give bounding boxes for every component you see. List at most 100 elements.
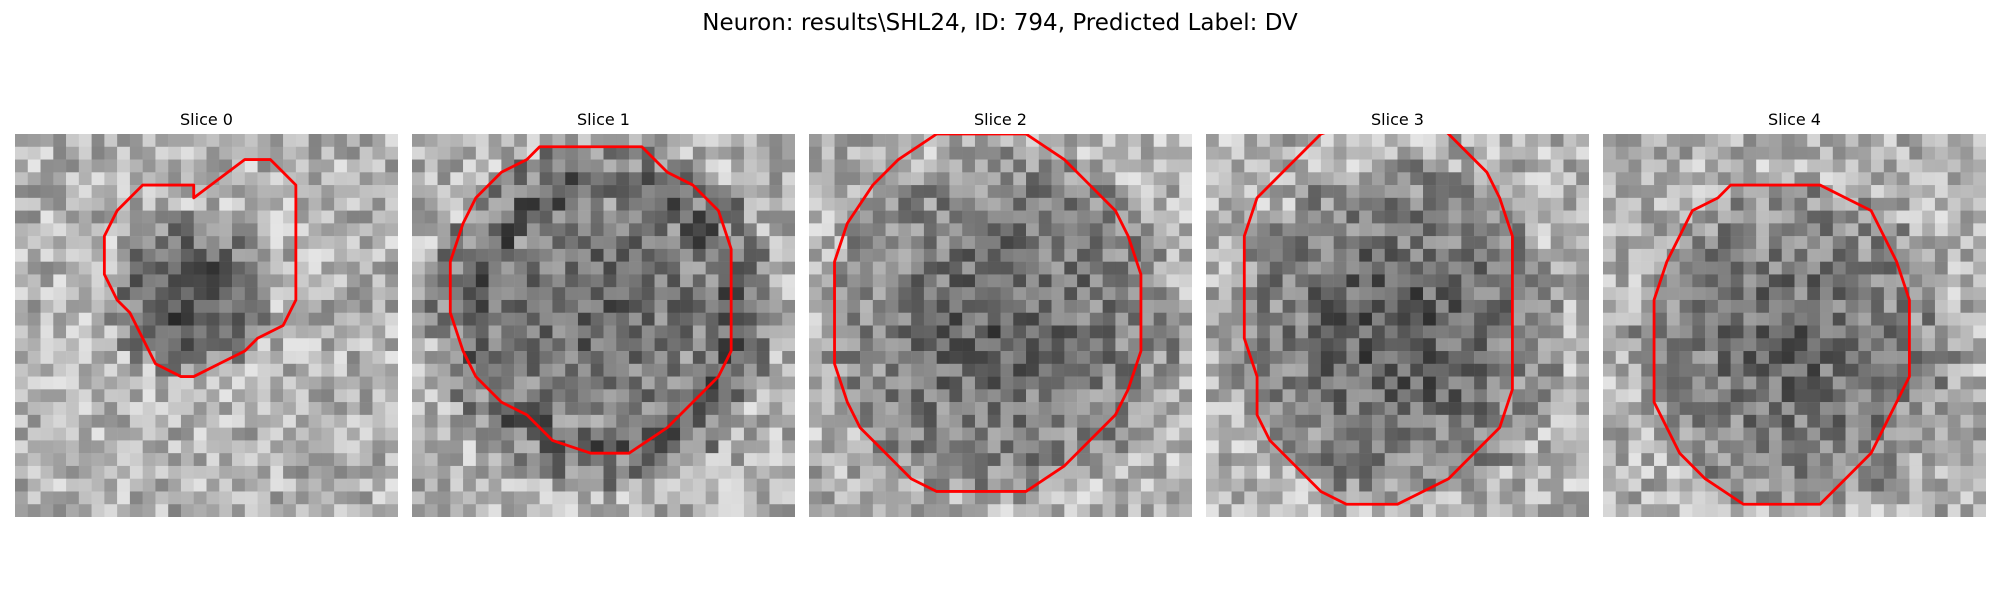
image-pixel: [1218, 402, 1232, 416]
image-pixel: [1717, 134, 1731, 148]
image-pixel: [501, 453, 515, 467]
image-pixel: [346, 197, 360, 211]
image-pixel: [1038, 402, 1052, 416]
image-pixel: [463, 453, 477, 467]
image-pixel: [1295, 287, 1309, 301]
image-pixel: [1486, 134, 1500, 148]
image-pixel: [334, 236, 348, 250]
image-pixel: [1499, 325, 1513, 339]
image-pixel: [372, 504, 386, 517]
image-pixel: [283, 223, 297, 237]
image-pixel: [334, 363, 348, 377]
image-pixel: [898, 478, 912, 492]
image-pixel: [1973, 299, 1986, 313]
image-pixel: [412, 274, 426, 288]
image-pixel: [1537, 376, 1551, 390]
image-pixel: [1486, 440, 1500, 454]
image-pixel: [1512, 146, 1526, 160]
image-pixel: [1883, 172, 1897, 186]
image-pixel: [1397, 312, 1411, 326]
image-pixel: [821, 414, 835, 428]
image-pixel: [514, 210, 528, 224]
image-pixel: [885, 402, 899, 416]
image-pixel: [898, 338, 912, 352]
image-pixel: [1013, 389, 1027, 403]
slice-title-2: Slice 2: [974, 110, 1027, 129]
image-pixel: [219, 440, 233, 454]
image-pixel: [1397, 351, 1411, 365]
image-pixel: [1705, 414, 1719, 428]
image-pixel: [1692, 287, 1706, 301]
image-pixel: [257, 363, 271, 377]
image-pixel: [1269, 465, 1283, 479]
image-pixel: [1756, 287, 1770, 301]
image-pixel: [629, 159, 643, 173]
image-pixel: [1973, 185, 1986, 199]
image-pixel: [962, 299, 976, 313]
image-pixel: [1308, 465, 1322, 479]
image-pixel: [1435, 197, 1449, 211]
image-pixel: [66, 453, 80, 467]
image-pixel: [1705, 146, 1719, 160]
image-pixel: [552, 261, 566, 275]
image-pixel: [91, 504, 105, 517]
image-pixel: [898, 185, 912, 199]
image-pixel: [1295, 236, 1309, 250]
image-pixel: [1308, 338, 1322, 352]
image-pixel: [155, 402, 169, 416]
image-pixel: [1654, 491, 1668, 505]
image-pixel: [603, 363, 617, 377]
image-pixel: [974, 261, 988, 275]
image-pixel: [1973, 146, 1986, 160]
image-pixel: [1384, 376, 1398, 390]
image-pixel: [1346, 248, 1360, 262]
image-pixel: [372, 414, 386, 428]
image-pixel: [1013, 478, 1027, 492]
image-pixel: [1768, 453, 1782, 467]
image-pixel: [501, 504, 515, 517]
image-pixel: [1909, 351, 1923, 365]
image-pixel: [1128, 491, 1142, 505]
image-pixel: [168, 210, 182, 224]
image-pixel: [1282, 274, 1296, 288]
image-pixel: [66, 478, 80, 492]
image-pixel: [743, 210, 757, 224]
image-pixel: [923, 146, 937, 160]
image-pixel: [514, 299, 528, 313]
image-pixel: [821, 402, 835, 416]
image-pixel: [1346, 491, 1360, 505]
image-pixel: [1717, 440, 1731, 454]
image-pixel: [565, 351, 579, 365]
image-pixel: [1922, 414, 1936, 428]
image-pixel: [872, 312, 886, 326]
image-pixel: [257, 453, 271, 467]
image-pixel: [1563, 146, 1577, 160]
image-pixel: [1206, 261, 1220, 275]
image-pixel: [91, 248, 105, 262]
image-pixel: [962, 236, 976, 250]
image-pixel: [1679, 478, 1693, 492]
image-pixel: [1845, 414, 1859, 428]
image-pixel: [1563, 440, 1577, 454]
image-pixel: [821, 299, 835, 313]
image-pixel: [270, 504, 284, 517]
image-pixel: [1435, 465, 1449, 479]
image-pixel: [641, 299, 655, 313]
image-pixel: [1730, 146, 1744, 160]
image-pixel: [15, 440, 29, 454]
image-pixel: [1909, 389, 1923, 403]
image-pixel: [1756, 172, 1770, 186]
image-pixel: [987, 491, 1001, 505]
image-pixel: [552, 363, 566, 377]
image-pixel: [1603, 248, 1617, 262]
image-pixel: [1730, 325, 1744, 339]
image-pixel: [1883, 312, 1897, 326]
image-pixel: [756, 185, 770, 199]
image-pixel: [1973, 504, 1986, 517]
image-pixel: [1257, 465, 1271, 479]
image-pixel: [1705, 427, 1719, 441]
image-pixel: [743, 299, 757, 313]
image-pixel: [53, 402, 67, 416]
image-pixel: [219, 402, 233, 416]
image-pixel: [526, 427, 540, 441]
